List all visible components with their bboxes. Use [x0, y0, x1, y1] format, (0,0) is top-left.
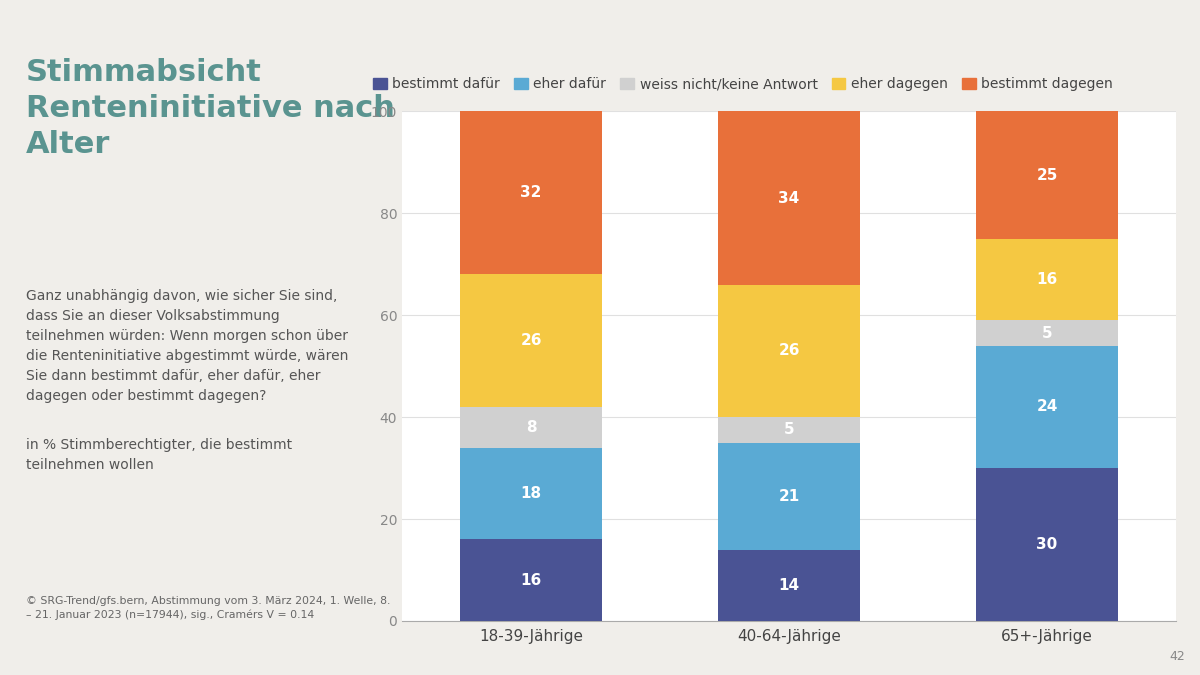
Text: in % Stimmberechtigter, die bestimmt
teilnehmen wollen: in % Stimmberechtigter, die bestimmt tei… [25, 438, 292, 472]
Text: © SRG-Trend/gfs.bern, Abstimmung vom 3. März 2024, 1. Welle, 8.
– 21. Januar 202: © SRG-Trend/gfs.bern, Abstimmung vom 3. … [25, 596, 390, 620]
Text: Stimmabsicht
Renteninitiative nach
Alter: Stimmabsicht Renteninitiative nach Alter [25, 58, 395, 159]
Text: 8: 8 [526, 420, 536, 435]
Text: 25: 25 [1037, 167, 1057, 182]
Text: 5: 5 [1042, 325, 1052, 341]
Bar [718, 285, 860, 417]
Text: 16: 16 [1037, 272, 1057, 287]
Bar [976, 321, 1118, 346]
Text: 18: 18 [521, 486, 541, 501]
Text: 21: 21 [779, 489, 799, 504]
Bar [718, 417, 860, 443]
Text: 42: 42 [1170, 650, 1186, 663]
Bar [718, 443, 860, 549]
Bar [976, 468, 1118, 621]
Text: Ganz unabhängig davon, wie sicher Sie sind,
dass Sie an dieser Volksabstimmung
t: Ganz unabhängig davon, wie sicher Sie si… [25, 289, 348, 403]
Text: 34: 34 [779, 190, 799, 205]
Legend: bestimmt dafür, eher dafür, weiss nicht/keine Antwort, eher dagegen, bestimmt da: bestimmt dafür, eher dafür, weiss nicht/… [373, 78, 1112, 91]
Text: 5: 5 [784, 423, 794, 437]
Bar [460, 539, 602, 621]
Bar [976, 111, 1118, 239]
Bar [460, 448, 602, 539]
Bar [718, 111, 860, 285]
Text: 24: 24 [1037, 400, 1057, 414]
Bar [976, 239, 1118, 321]
Bar [460, 275, 602, 407]
Text: 26: 26 [779, 344, 799, 358]
Text: 32: 32 [521, 186, 541, 200]
Bar [718, 549, 860, 621]
Text: 14: 14 [779, 578, 799, 593]
Text: 16: 16 [521, 572, 541, 588]
Text: 26: 26 [521, 333, 541, 348]
Bar [976, 346, 1118, 468]
Text: 30: 30 [1037, 537, 1057, 552]
Bar [460, 111, 602, 275]
Bar [460, 407, 602, 448]
